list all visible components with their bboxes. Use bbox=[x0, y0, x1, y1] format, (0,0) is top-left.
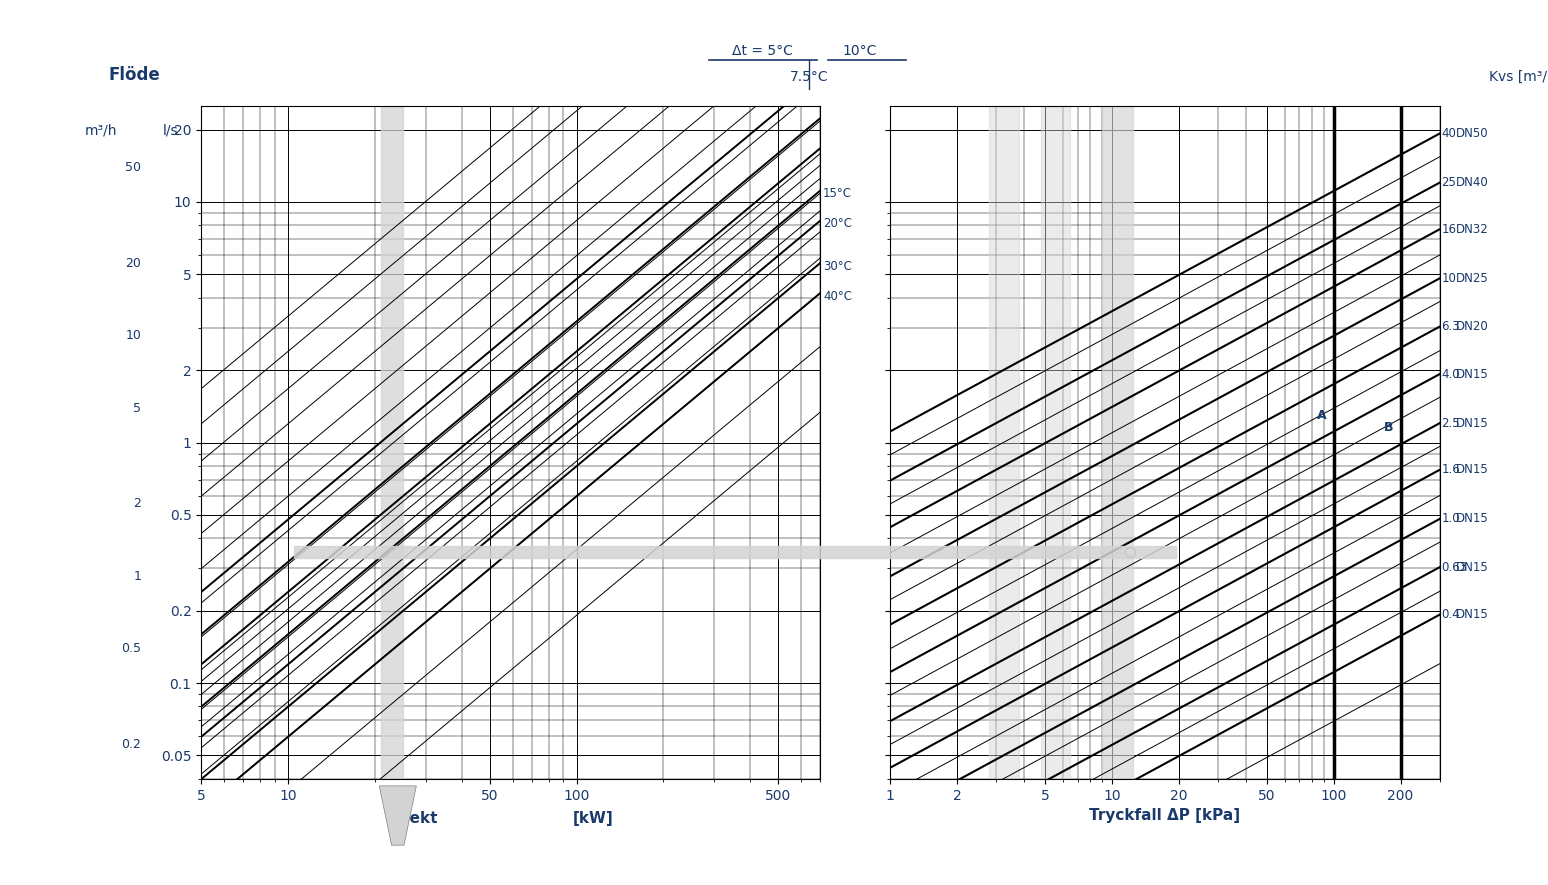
Bar bbox=[1102, 106, 1133, 779]
Text: 1.0: 1.0 bbox=[1441, 512, 1460, 526]
Text: 16: 16 bbox=[1441, 223, 1457, 235]
Text: 40°C: 40°C bbox=[824, 289, 851, 303]
Text: 30°C: 30°C bbox=[824, 259, 851, 273]
Text: 6.3: 6.3 bbox=[1441, 320, 1460, 333]
Text: 15°C: 15°C bbox=[824, 187, 851, 200]
Text: 25: 25 bbox=[1441, 176, 1457, 189]
Text: DN15: DN15 bbox=[1455, 367, 1488, 381]
Text: 1: 1 bbox=[133, 570, 141, 583]
Text: DN40: DN40 bbox=[1455, 176, 1488, 189]
Text: m³/h: m³/h bbox=[85, 124, 118, 138]
Text: 4.0: 4.0 bbox=[1441, 367, 1460, 381]
Bar bbox=[989, 106, 1019, 779]
Text: DN15: DN15 bbox=[1455, 561, 1488, 573]
Text: [kW]: [kW] bbox=[573, 811, 613, 826]
X-axis label: Tryckfall ΔP [kPa]: Tryckfall ΔP [kPa] bbox=[1090, 808, 1240, 823]
Text: 20°C: 20°C bbox=[824, 217, 851, 230]
Text: 10: 10 bbox=[125, 329, 141, 342]
Text: l/s: l/s bbox=[163, 124, 178, 138]
Text: 1.6: 1.6 bbox=[1441, 464, 1460, 476]
Text: DN25: DN25 bbox=[1455, 272, 1488, 285]
Text: Kvs [m³/h]: Kvs [m³/h] bbox=[1489, 70, 1548, 84]
Text: DN20: DN20 bbox=[1455, 320, 1488, 333]
Text: 50: 50 bbox=[125, 161, 141, 174]
Text: B: B bbox=[1384, 421, 1393, 435]
Text: DN32: DN32 bbox=[1455, 223, 1488, 235]
Text: 0.4: 0.4 bbox=[1441, 608, 1460, 621]
Text: DN50: DN50 bbox=[1455, 127, 1488, 140]
Text: Δt = 5°C: Δt = 5°C bbox=[732, 43, 793, 58]
Text: 20: 20 bbox=[125, 257, 141, 270]
Text: 10: 10 bbox=[1441, 272, 1457, 285]
Text: Flöde: Flöde bbox=[108, 66, 159, 84]
Text: 10°C: 10°C bbox=[842, 43, 876, 58]
Text: 0.2: 0.2 bbox=[121, 738, 141, 751]
Text: DN15: DN15 bbox=[1455, 608, 1488, 621]
Text: DN15: DN15 bbox=[1455, 512, 1488, 526]
Text: A: A bbox=[1317, 409, 1327, 421]
Text: DN15: DN15 bbox=[1455, 464, 1488, 476]
Text: 40: 40 bbox=[1441, 127, 1457, 140]
Text: 7.5°C: 7.5°C bbox=[789, 70, 828, 84]
Text: 5: 5 bbox=[133, 402, 141, 415]
Text: DN15: DN15 bbox=[1455, 417, 1488, 430]
Text: 2: 2 bbox=[133, 497, 141, 511]
Bar bbox=[1042, 106, 1070, 779]
Text: 0.63: 0.63 bbox=[1441, 561, 1468, 573]
Text: 2.5: 2.5 bbox=[1441, 417, 1460, 430]
Bar bbox=[381, 106, 402, 779]
Text: Effekt: Effekt bbox=[387, 811, 438, 826]
Text: 0.5: 0.5 bbox=[121, 643, 141, 655]
